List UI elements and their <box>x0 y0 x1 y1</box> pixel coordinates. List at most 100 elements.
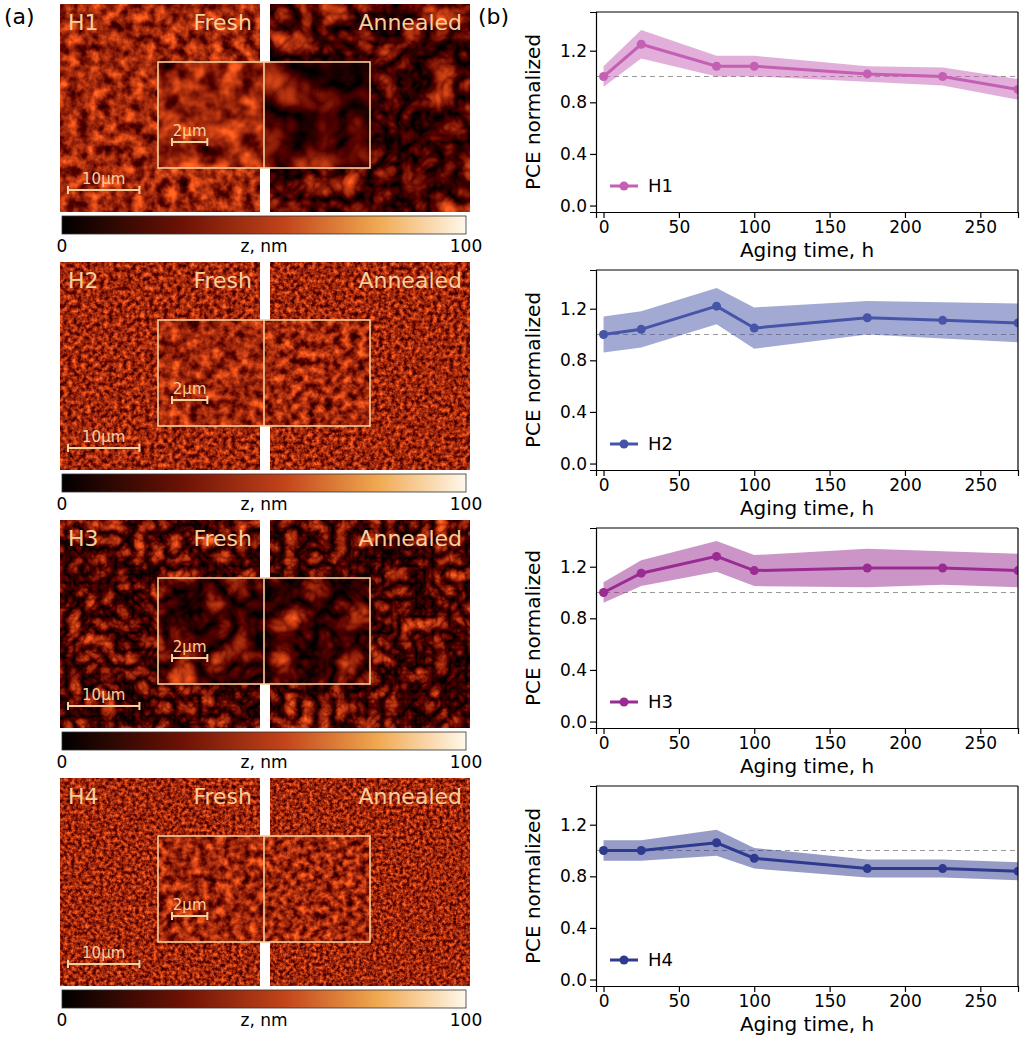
scale-bar-label: 10µm <box>82 686 125 704</box>
colorbar-tick-label: 0 <box>57 236 68 256</box>
y-tick: 0.0 <box>560 195 596 215</box>
frame <box>1017 786 1018 986</box>
x-tick-label: 50 <box>669 475 691 495</box>
x-axis-title: Aging time, h <box>740 1012 874 1036</box>
y-tick-mark <box>590 154 596 155</box>
x-tick: 250 <box>965 470 997 495</box>
colorbar <box>62 990 466 1008</box>
y-axis: 0.00.40.81.2 <box>560 787 597 990</box>
image-label: Annealed <box>358 268 462 293</box>
series-marker <box>863 313 872 322</box>
x-axis-line <box>597 471 1019 477</box>
y-tick-label: 0.0 <box>560 195 587 215</box>
x-tick: 200 <box>889 986 921 1011</box>
scale-bar-label: 2µm <box>173 638 207 656</box>
y-tick-mark <box>590 463 596 464</box>
plot-area <box>596 830 1018 880</box>
x-axis: 050100150200250 <box>597 212 1019 237</box>
afm-inset-annealed <box>264 62 370 168</box>
scale-bar-end <box>67 444 69 452</box>
x-axis-title: Aging time, h <box>740 496 874 520</box>
colorbar-tick-label: 0 <box>57 1010 68 1030</box>
inset-frame <box>158 836 370 942</box>
x-tick-label: 200 <box>889 475 921 495</box>
series-marker <box>938 72 947 81</box>
series-marker <box>599 330 608 339</box>
series-marker <box>938 564 947 573</box>
colorbar <box>62 474 466 492</box>
y-tick-label: 0.4 <box>560 402 587 422</box>
x-tick: 50 <box>669 470 691 495</box>
series-marker <box>1014 85 1019 94</box>
x-tick-label: 50 <box>669 733 691 753</box>
inset-frame <box>158 320 370 426</box>
afm-panel: H4FreshAnnealed10µm2µm0100z, nm <box>57 778 483 1030</box>
x-tick: 150 <box>814 728 846 753</box>
x-tick: 100 <box>739 470 771 495</box>
colorbar-tick-label: 0 <box>57 494 68 514</box>
inset-divider <box>263 62 265 168</box>
scale-bar-end <box>206 912 208 920</box>
y-tick-label: 1.2 <box>560 41 587 61</box>
series-line <box>604 843 1018 871</box>
y-tick: 0.4 <box>560 918 596 938</box>
series-marker <box>863 564 872 573</box>
colorbar <box>62 216 466 234</box>
error-band <box>604 30 1018 100</box>
series-marker <box>712 552 721 561</box>
series-marker <box>637 40 646 49</box>
series-marker <box>750 62 759 71</box>
x-tick-label: 0 <box>599 217 610 237</box>
scale-bar-label: 2µm <box>173 122 207 140</box>
y-tick: 0.0 <box>560 969 596 989</box>
scale-bar-end <box>206 654 208 662</box>
legend-marker <box>620 698 629 707</box>
x-tick-label: 50 <box>669 991 691 1011</box>
scale-bar-label: 10µm <box>82 944 125 962</box>
series-marker <box>599 846 608 855</box>
y-tick-mark <box>590 928 596 929</box>
x-tick-label: 100 <box>739 217 771 237</box>
legend-label: H4 <box>648 949 673 970</box>
afm-inset-annealed <box>264 836 370 942</box>
legend: H2 <box>610 433 673 454</box>
y-tick: 0.0 <box>560 711 596 731</box>
y-tick: 0.8 <box>560 866 596 886</box>
x-tick-label: 250 <box>965 991 997 1011</box>
x-axis-line <box>597 987 1019 993</box>
series-marker <box>938 864 947 873</box>
y-tick-mark <box>590 205 596 206</box>
afm-panel: H1FreshAnnealed10µm2µm0100z, nm <box>57 4 483 256</box>
y-tick-label: 0.4 <box>560 918 587 938</box>
legend-label: H2 <box>648 433 673 454</box>
x-tick: 50 <box>669 212 691 237</box>
scale-bar-end <box>138 960 140 968</box>
x-tick-label: 0 <box>599 733 610 753</box>
colorbar <box>62 732 466 750</box>
reference-line <box>596 592 1018 593</box>
x-tick-label: 250 <box>965 475 997 495</box>
y-tick: 0.0 <box>560 453 596 473</box>
x-tick-label: 100 <box>739 475 771 495</box>
frame <box>596 785 1018 786</box>
image-label: Fresh <box>193 526 252 551</box>
y-tick-label: 1.2 <box>560 557 587 577</box>
y-axis-title: PCE normalized <box>521 550 545 706</box>
x-axis: 050100150200250 <box>597 470 1019 495</box>
x-tick: 0 <box>599 470 610 495</box>
y-tick-label: 0.8 <box>560 92 587 112</box>
scale-bar <box>68 963 139 965</box>
series-marker <box>750 324 759 333</box>
x-tick: 250 <box>965 728 997 753</box>
panel-label: (a) <box>4 4 35 29</box>
y-tick-mark <box>590 412 596 413</box>
x-tick: 250 <box>965 212 997 237</box>
frame <box>1017 270 1018 470</box>
inset-divider <box>263 836 265 942</box>
image-label: Annealed <box>358 784 462 809</box>
error-band <box>604 541 1018 603</box>
series-marker <box>863 69 872 78</box>
scale-bar-label: 2µm <box>173 896 207 914</box>
y-axis-title: PCE normalized <box>521 34 545 190</box>
y-tick-mark <box>590 825 596 826</box>
